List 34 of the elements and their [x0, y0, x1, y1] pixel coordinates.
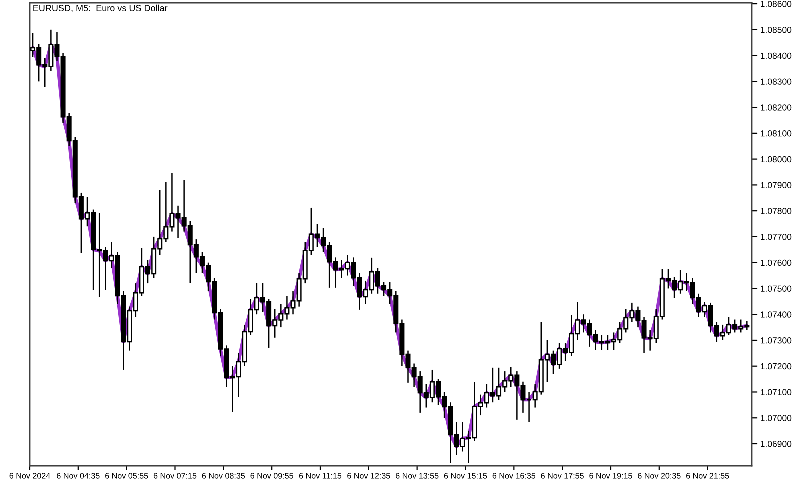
x-tick-label: 6 Nov 08:35	[202, 473, 246, 479]
y-tick-label: 1.07000	[761, 415, 792, 422]
x-tick-label: 6 Nov 19:15	[590, 473, 632, 479]
y-tick-label: 1.08100	[761, 130, 792, 137]
x-tick-label: 6 Nov 05:55	[106, 473, 148, 479]
x-tick-label: 6 Nov 15:15	[444, 473, 488, 479]
x-tick-label: 6 Nov 04:35	[57, 473, 100, 479]
x-tick-label: 6 Nov 09:55	[250, 473, 294, 479]
x-tick-label: 6 Nov 13:55	[396, 473, 439, 479]
y-tick-label: 1.07300	[761, 338, 792, 344]
x-tick-label: 6 Nov 20:35	[638, 473, 681, 479]
y-tick-label: 1.07900	[761, 182, 792, 188]
y-tick-label: 1.08200	[761, 104, 792, 111]
y-tick-label: 1.07100	[761, 389, 792, 396]
y-tick-label: 1.08600	[761, 1, 792, 8]
x-tick-label: 6 Nov 17:55	[541, 473, 584, 479]
x-tick-label: 6 Nov 12:35	[348, 473, 390, 479]
y-tick-label: 1.07400	[761, 312, 792, 318]
x-tick-label: 6 Nov 16:35	[492, 473, 536, 479]
y-tick-label: 1.07600	[761, 260, 792, 266]
y-tick-label: 1.07800	[761, 208, 792, 214]
y-tick-label: 1.08500	[761, 26, 792, 34]
y-tick-label: 1.08300	[761, 78, 792, 85]
y-tick-label: 1.06900	[761, 441, 792, 448]
chart-title: EURUSD, M5: Euro vs US Dollar	[34, 4, 168, 13]
y-tick-label: 1.07700	[761, 234, 792, 240]
x-tick-label: 6 Nov 21:55	[686, 473, 730, 479]
y-tick-label: 1.07500	[761, 286, 792, 292]
x-tick-label: 6 Nov 2024	[10, 473, 50, 479]
x-tick-label: 6 Nov 07:15	[154, 473, 197, 479]
x-tick-label: 6 Nov 11:15	[299, 473, 342, 479]
y-tick-label: 1.07200	[761, 363, 792, 370]
y-tick-label: 1.08000	[761, 156, 792, 163]
y-tick-label: 1.08400	[761, 52, 792, 60]
